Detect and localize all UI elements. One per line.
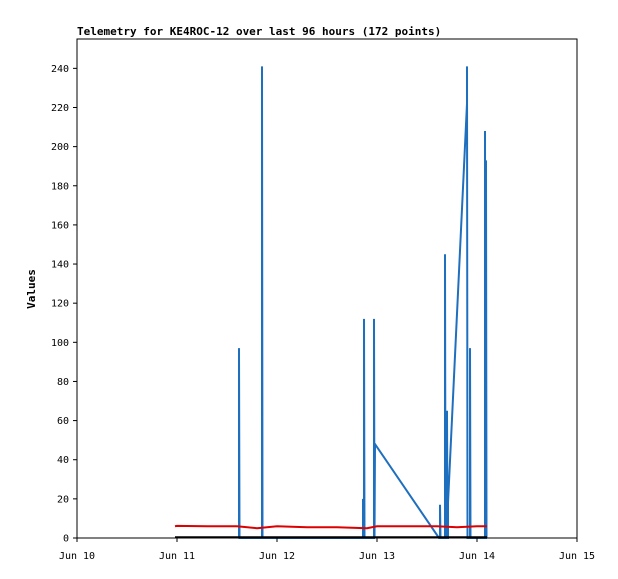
y-tick-label: 180 (51, 181, 69, 192)
y-tick-label: 60 (57, 416, 69, 427)
plot-frame (76, 38, 578, 539)
x-tick-label: Jun 10 (59, 551, 95, 562)
x-tick-label: Jun 12 (259, 551, 295, 562)
x-tick-label: Jun 11 (159, 551, 195, 562)
y-tick-label: 140 (51, 260, 69, 271)
series-line-1 (174, 524, 487, 530)
chart-title: Telemetry for KE4ROC-12 over last 96 hou… (77, 25, 441, 38)
y-tick-label: 120 (51, 299, 69, 310)
y-tick-label: 220 (51, 103, 69, 114)
y-tick-label: 0 (63, 534, 69, 545)
y-tick-label: 80 (57, 377, 69, 388)
y-tick-label: 40 (57, 455, 69, 466)
y-tick-label: 200 (51, 142, 69, 153)
x-axis: Jun 10 Jun 11 Jun 12 Jun 13 Jun 14 Jun 15 (59, 538, 595, 562)
x-tick-label: Jun 13 (359, 551, 395, 562)
y-tick-label: 160 (51, 220, 69, 231)
y-axis-label: Values (25, 269, 38, 309)
x-tick-label: Jun 15 (559, 551, 595, 562)
y-tick-label: 240 (51, 64, 69, 75)
plot-series (174, 66, 488, 539)
y-axis: 0 20 40 60 80 100 120 140 160 180 200 220 240 (51, 64, 77, 545)
x-tick-label: Jun 14 (459, 551, 495, 562)
y-tick-label: 20 (57, 494, 69, 505)
series-line-0 (238, 66, 488, 539)
y-tick-label: 100 (51, 338, 69, 349)
